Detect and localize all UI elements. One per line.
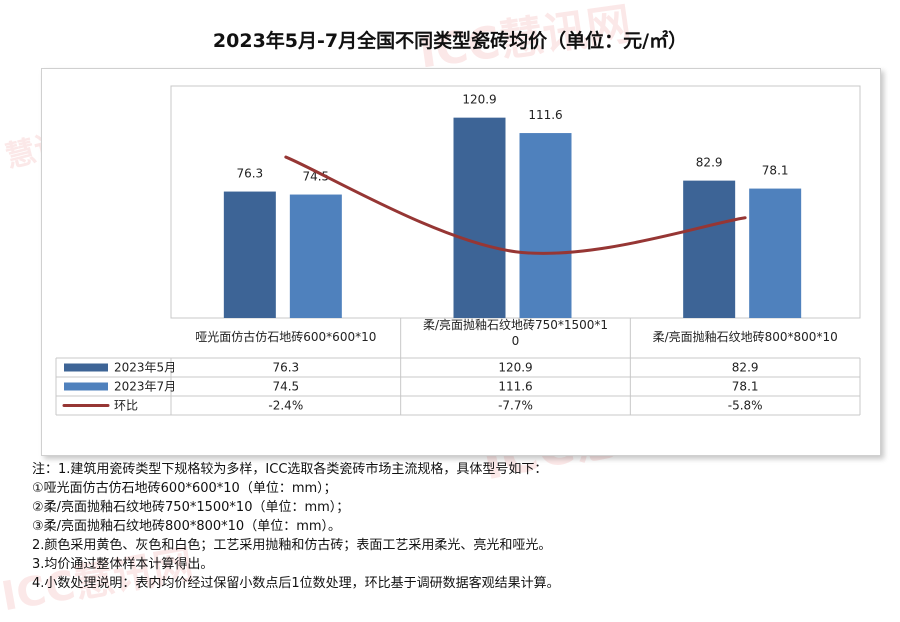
table-cell-value: -2.4% — [268, 399, 303, 413]
bar — [223, 191, 276, 318]
page-title: 2023年5月-7月全国不同类型瓷砖均价（单位：元/㎡） — [212, 30, 688, 52]
table-cell-value: 120.9 — [498, 361, 532, 375]
bar — [289, 194, 342, 318]
table-cell-value: 78.1 — [732, 380, 759, 394]
note-line: ①哑光面仿古仿石地砖600*600*10（单位：mm）； — [32, 481, 337, 496]
note-line: 4.小数处理说明：表内均价经过保留小数点后1位数处理，环比基于调研数据客观结果计… — [32, 576, 560, 591]
category-label: 柔/亮面抛釉石纹地砖800*800*10 — [653, 329, 838, 344]
table-cell-value: 111.6 — [498, 380, 532, 394]
bar-value-label: 78.1 — [762, 164, 789, 178]
plot-area — [170, 85, 861, 319]
table-cell-value: -7.7% — [498, 399, 533, 413]
table-cell-value: 74.5 — [272, 380, 299, 394]
table-cell-value: -5.8% — [728, 399, 763, 413]
note-line: 3.均价通过整体样本计算得出。 — [32, 557, 214, 572]
notes-block: 注：1.建筑用瓷砖类型下规格较为多样，ICC选取各类瓷砖市场主流规格，具体型号如… — [32, 460, 892, 593]
table-cell-value: 82.9 — [732, 361, 759, 375]
line-series-huanbi — [284, 155, 747, 255]
legend-label: 2023年5月 — [114, 361, 176, 375]
chart-svg: 76.3 120.9 82.9 74.5 111.6 78.1 哑光面仿古仿石地砖600*6… — [55, 85, 861, 416]
note-line: 2.颜色采用黄色、灰色和白色；工艺采用抛釉和仿古砖；表面工艺采用柔光、亮光和哑光… — [32, 538, 552, 553]
bar — [683, 180, 736, 318]
category-label: 柔/亮面抛釉石纹地砖750*1500*1 — [423, 317, 608, 332]
legend-label: 2023年7月 — [114, 380, 176, 394]
category-label: 0 — [512, 334, 520, 348]
note-line: ②柔/亮面抛釉石纹地砖750*1500*10（单位：mm）； — [32, 500, 350, 515]
chart-frame: 76.3 120.9 82.9 74.5 111.6 78.1 哑光面仿古仿石地砖600*6… — [41, 68, 881, 456]
note-line: 注：1.建筑用瓷砖类型下规格较为多样，ICC选取各类瓷砖市场主流规格，具体型号如… — [32, 462, 548, 477]
bar — [749, 188, 802, 318]
legend-swatch — [64, 363, 108, 372]
category-label: 哑光面仿古仿石地砖600*600*10 — [195, 329, 376, 344]
note-line: ③柔/亮面抛釉石纹地砖800*800*10（单位：mm）。 — [32, 519, 342, 534]
bar-value-label: 120.9 — [462, 93, 496, 107]
bar-value-label: 76.3 — [236, 167, 263, 181]
bar-value-label: 74.5 — [302, 170, 329, 184]
bar — [453, 117, 506, 318]
legend-label: 环比 — [114, 399, 138, 413]
legend-swatch — [64, 382, 108, 391]
bar-value-label: 111.6 — [528, 108, 562, 122]
bar — [519, 133, 572, 318]
table-cell-value: 76.3 — [272, 361, 299, 375]
bar-value-label: 82.9 — [696, 156, 723, 170]
